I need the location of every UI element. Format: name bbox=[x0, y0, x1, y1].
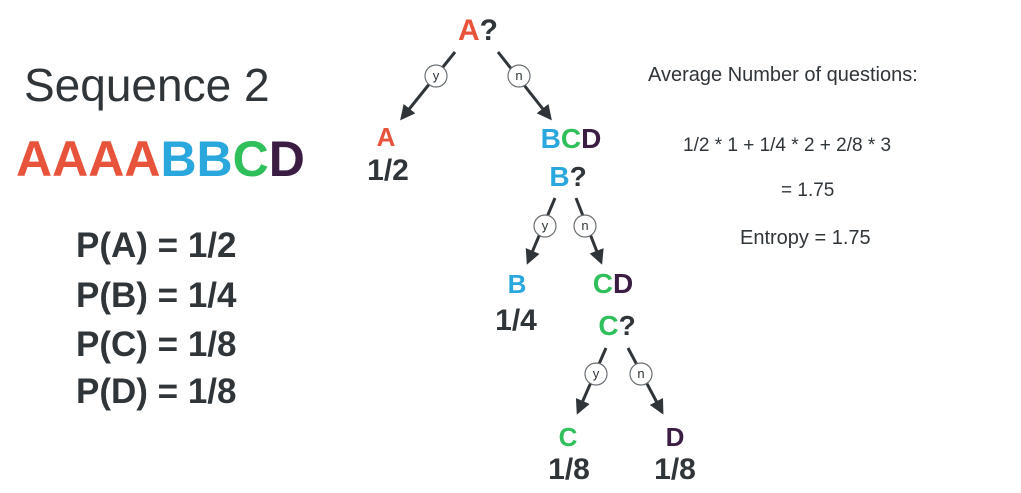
edge-b-yes-label: y bbox=[542, 218, 549, 233]
edge-a-no-label: n bbox=[515, 68, 522, 83]
leaf-b-label: B bbox=[508, 269, 527, 299]
average-formula: 1/2 * 1 + 1/4 * 2 + 2/8 * 3 bbox=[683, 135, 892, 156]
sequence-letter: A bbox=[16, 131, 53, 187]
question-a-node: A? bbox=[458, 14, 498, 47]
edge-c-yes-label: y bbox=[593, 366, 600, 381]
node-bcd: BCD bbox=[541, 123, 602, 154]
sequence-letter: A bbox=[124, 131, 161, 187]
leaf-b-probability: 1/4 bbox=[495, 304, 537, 337]
edge-c-no-label: n bbox=[637, 366, 644, 381]
sequence-title: Sequence 2 bbox=[24, 59, 270, 111]
leaf-a-label: A bbox=[377, 122, 396, 152]
sequence-letter: B bbox=[196, 131, 233, 187]
edge-a-no-badge bbox=[507, 64, 531, 88]
edge-a-yes-arrow bbox=[400, 51, 457, 121]
edge-a-yes-label: y bbox=[433, 68, 440, 83]
probability-b: P(B) = 1/4 bbox=[76, 276, 237, 315]
leaf-d-probability: 1/8 bbox=[654, 453, 696, 486]
sequence-letter: C bbox=[232, 131, 269, 187]
leaf-c-probability: 1/8 bbox=[548, 453, 590, 486]
sequence-letter: D bbox=[268, 131, 305, 187]
sequence-letter: B bbox=[160, 131, 197, 187]
entropy-value: Entropy = 1.75 bbox=[740, 227, 871, 249]
leaf-d-label: D bbox=[666, 422, 685, 452]
edge-a-yes-badge bbox=[424, 64, 448, 88]
leaf-a-probability: 1/2 bbox=[367, 154, 409, 187]
question-c-node: C? bbox=[598, 310, 635, 341]
edge-b-no-label: n bbox=[581, 218, 588, 233]
sequence-letters: AAAABBCD bbox=[16, 130, 305, 188]
average-result: = 1.75 bbox=[781, 180, 835, 201]
probability-a: P(A) = 1/2 bbox=[76, 226, 237, 265]
edge-c-yes-badge bbox=[584, 362, 608, 386]
leaf-c-label: C bbox=[559, 422, 578, 452]
sequence-letter: A bbox=[88, 131, 125, 187]
node-cd: CD bbox=[593, 268, 633, 299]
edge-b-no-badge bbox=[573, 214, 597, 238]
question-b-node: B? bbox=[549, 161, 586, 192]
edge-b-yes-badge bbox=[533, 214, 557, 238]
probability-c: P(C) = 1/8 bbox=[76, 325, 237, 364]
probability-d: P(D) = 1/8 bbox=[76, 372, 237, 411]
edge-c-no-badge bbox=[629, 362, 653, 386]
sequence-letter: A bbox=[52, 131, 89, 187]
average-questions-label: Average Number of questions: bbox=[648, 64, 918, 86]
